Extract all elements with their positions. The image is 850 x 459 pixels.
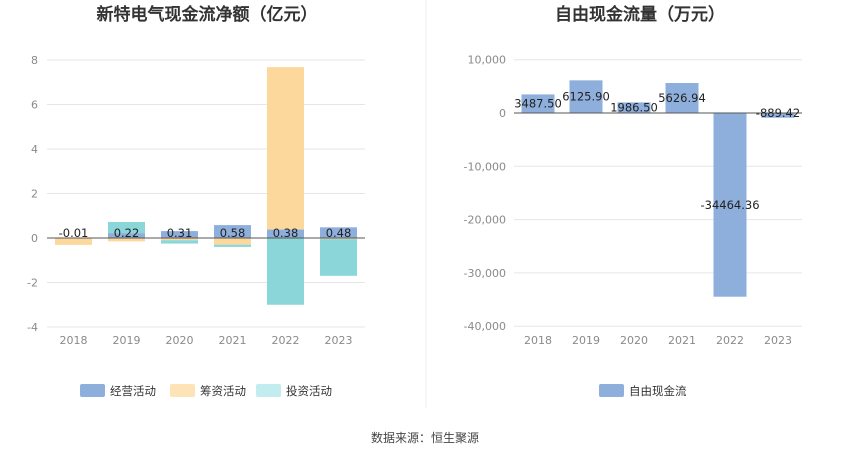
y-tick-label: -20,000 — [464, 214, 506, 227]
bar-investing-2021[interactable] — [214, 244, 251, 247]
data-label-operating: 0.31 — [167, 226, 193, 240]
bar-operating-2019[interactable] — [108, 233, 145, 238]
y-tick-label: 2 — [31, 188, 38, 201]
x-tick-label: 2021 — [219, 334, 247, 347]
x-tick-label: 2023 — [325, 334, 353, 347]
y-tick-label: 4 — [31, 143, 38, 156]
legend-label-investing: 投资活动 — [286, 384, 332, 398]
bar-financing-2018[interactable] — [55, 238, 92, 245]
x-tick-label: 2018 — [524, 334, 552, 347]
cashflow-chart-title: 新特电气现金流净额（亿元） — [97, 4, 318, 25]
y-tick-label: 0 — [499, 107, 506, 120]
legend-item-investing[interactable]: 投资活动 — [256, 384, 332, 398]
bar-operating-2021[interactable] — [214, 225, 251, 238]
data-label-operating: 0.22 — [114, 226, 140, 240]
bar-operating-2020[interactable] — [161, 231, 198, 238]
bar-financing-2023[interactable] — [320, 238, 357, 240]
x-tick-label: 2020 — [620, 334, 648, 347]
y-tick-label: -10,000 — [464, 160, 506, 173]
legend-label-fcf: 自由现金流 — [629, 384, 687, 398]
bar-financing-2022[interactable] — [267, 67, 304, 230]
bar-fcf-2023[interactable] — [761, 113, 795, 118]
data-label-fcf: -34464.36 — [700, 198, 759, 212]
fcf-legend: 自由现金流 — [599, 384, 687, 398]
x-tick-label: 2019 — [113, 334, 141, 347]
x-tick-label: 2021 — [668, 334, 696, 347]
bar-investing-2022[interactable] — [267, 238, 304, 305]
bar-fcf-2018[interactable] — [521, 94, 555, 113]
legend-swatch-operating — [80, 384, 105, 397]
cashflow-x-axis: 2018 2019 2020 2021 2022 2023 — [60, 334, 353, 347]
y-tick-label: 0 — [31, 232, 38, 245]
cashflow-gridlines — [47, 59, 365, 328]
bar-operating-2023[interactable] — [320, 227, 357, 238]
cashflow-y-axis: 8 6 4 2 0 -2 -4 — [27, 54, 38, 334]
x-tick-label: 2022 — [272, 334, 300, 347]
bar-operating-2022[interactable] — [267, 229, 304, 238]
bar-fcf-2019[interactable] — [569, 80, 603, 113]
bar-financing-2021[interactable] — [214, 238, 251, 245]
y-tick-label: -30,000 — [464, 267, 506, 280]
x-tick-label: 2018 — [60, 334, 88, 347]
y-tick-label: -4 — [27, 321, 38, 334]
legend-item-financing[interactable]: 筹资活动 — [170, 384, 246, 398]
bar-financing-2019[interactable] — [108, 238, 145, 242]
bar-fcf-2022[interactable] — [713, 113, 747, 297]
data-label-fcf: 5626.94 — [658, 91, 706, 105]
bar-investing-2019[interactable] — [108, 221, 145, 234]
cashflow-legend: 经营活动 筹资活动 投资活动 — [80, 384, 332, 398]
bar-investing-2023[interactable] — [320, 239, 357, 276]
data-label-operating: -0.01 — [59, 226, 89, 240]
fcf-x-axis: 2018 2019 2020 2021 2022 2023 — [524, 334, 792, 347]
x-tick-label: 2022 — [716, 334, 744, 347]
y-tick-label: -2 — [27, 277, 38, 290]
cashflow-chart: 新特电气现金流净额（亿元） 8 6 4 2 0 -2 -4 -0.01 0.22 0.31 0.5… — [27, 4, 365, 398]
legend-swatch-financing — [170, 384, 195, 397]
x-tick-label: 2019 — [572, 334, 600, 347]
data-label-operating: 0.48 — [326, 226, 352, 240]
x-tick-label: 2023 — [764, 334, 792, 347]
cashflow-bars — [55, 67, 357, 305]
y-tick-label: 8 — [31, 54, 38, 67]
y-tick-label: 6 — [31, 99, 38, 112]
bar-investing-2020[interactable] — [161, 240, 198, 244]
legend-swatch-investing — [256, 384, 281, 397]
data-source: 数据来源：恒生聚源 — [371, 430, 479, 445]
fcf-bars — [521, 80, 795, 297]
bar-fcf-2021[interactable] — [665, 83, 699, 113]
cashflow-data-labels: -0.01 0.22 0.31 0.58 0.38 0.48 — [59, 226, 352, 240]
data-label-fcf: 3487.50 — [514, 97, 562, 111]
fcf-y-axis: 10,000 0 -10,000 -20,000 -30,000 -40,000 — [464, 54, 506, 334]
bar-financing-2020[interactable] — [161, 238, 198, 241]
legend-label-financing: 筹资活动 — [200, 384, 246, 398]
data-label-operating: 0.58 — [220, 226, 246, 240]
fcf-chart-title: 自由现金流量（万元） — [555, 4, 725, 25]
data-label-fcf: -889.42 — [756, 106, 800, 120]
x-tick-label: 2020 — [166, 334, 194, 347]
y-tick-label: -40,000 — [464, 320, 506, 333]
data-label-operating: 0.38 — [273, 226, 299, 240]
legend-item-operating[interactable]: 经营活动 — [80, 384, 156, 398]
legend-swatch-fcf — [599, 384, 624, 397]
legend-label-operating: 经营活动 — [110, 384, 156, 398]
bar-fcf-2020[interactable] — [617, 102, 651, 113]
data-label-fcf: 1986.50 — [610, 101, 658, 115]
data-label-fcf: 6125.90 — [562, 90, 610, 104]
legend-item-fcf[interactable]: 自由现金流 — [599, 384, 687, 398]
y-tick-label: 10,000 — [468, 54, 507, 67]
fcf-chart: 自由现金流量（万元） 10,000 0 -10,000 -20,000 -30,000 -… — [464, 4, 802, 398]
